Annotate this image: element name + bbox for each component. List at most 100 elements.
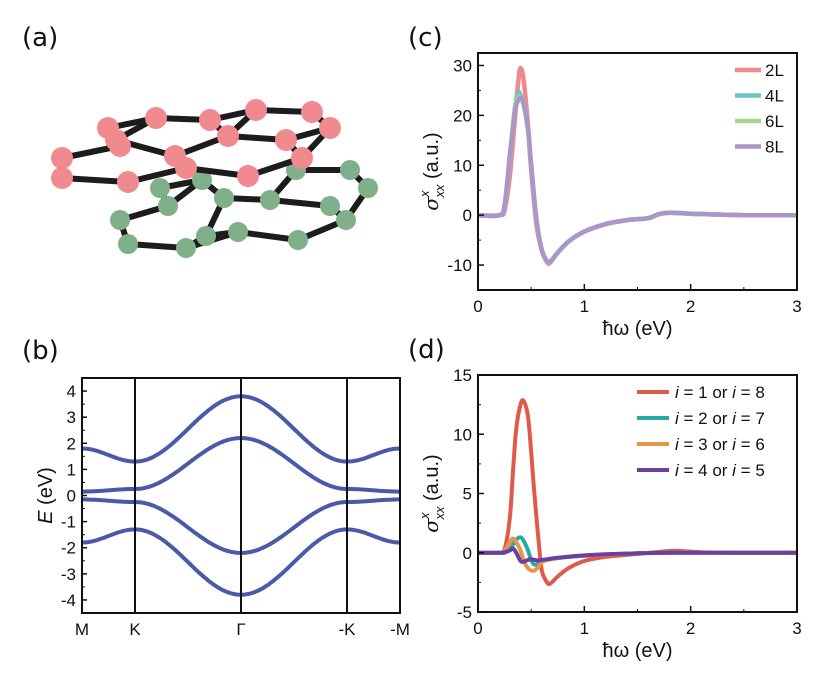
atom-green [288,230,308,250]
atom-green [158,196,178,216]
y-axis-label-unit: (a.u.) [421,132,443,184]
top-layer [51,99,341,193]
legend-label-part: = 6 [736,435,765,454]
x-tick-label: 1 [580,619,589,638]
x-tick-label: -M [390,620,410,639]
legend-label-part: = 1 or [679,383,732,402]
y-tick-label: 3 [67,408,76,427]
y-axis-label: E (eV) [35,467,57,524]
y-tick-label: -3 [61,565,76,584]
panel-label-c: (c) [408,23,443,53]
bond [267,197,333,209]
y-axis-label-unit: (eV) [35,467,57,510]
y-axis-label: σxxx (a.u.) [417,454,447,532]
panel-label-b: (b) [22,336,59,366]
atom-pink [51,147,73,169]
legend-item: 4L [735,87,784,106]
atom-pink [319,117,341,139]
atom-green [358,178,378,198]
x-tick-label: 1 [580,297,589,316]
atom-green [320,196,340,216]
y-tick-label: -4 [61,591,76,610]
atom-pink [199,109,221,131]
y-axis-label-symbol: σ [419,196,443,211]
x-tick-label: Γ [236,620,245,639]
atom-pink [245,99,267,121]
band-structure-chart: 4 3 2 1 0 -1 -2 -3 -4 M K Γ -K -M E (eV) [35,377,410,639]
y-tick-label: 0 [463,206,472,225]
atom-green [110,210,130,230]
y-tick-label: 10 [453,425,472,444]
legend-label: i = 3 or i = 6 [675,435,765,454]
x-axis-label: ħω (eV) [602,318,672,340]
atom-pink [275,129,297,151]
atom-green [150,178,170,198]
x-tick-label: 3 [792,297,801,316]
x-tick-label: 3 [792,619,801,638]
legend-label-part: i [732,461,737,480]
panel-label-a: (a) [22,23,58,53]
x-tick-label: M [75,620,89,639]
y-axis-label: σxxx (a.u.) [417,132,447,210]
legend-item: i = 4 or i = 5 [637,461,765,480]
y-tick-label: -2 [61,539,76,558]
y-tick-label: -5 [457,603,472,622]
y-tick-label: 20 [453,106,472,125]
atom-pink [51,167,73,189]
atom-green [214,188,234,208]
legend: i = 1 or i = 8i = 2 or i = 7i = 3 or i =… [637,383,765,480]
atom-green [196,226,216,246]
atom-green [260,190,280,210]
atom-pink [109,135,131,157]
y-tick-label: 1 [67,460,76,479]
legend-label-part: = 8 [736,383,765,402]
atom-green [118,234,138,254]
atom-green [176,238,196,258]
conductivity-layers-chart: 0 1 2 3 30 20 10 0 -10 ħω (eV) σxxx (a.u.) 2L 4L 6L 8L [417,52,802,340]
atom-green [228,222,248,242]
panel-label-d: (d) [408,335,445,365]
legend-label-part: i [675,461,680,480]
legend-item: 6L [735,112,784,131]
legend-item: i = 1 or i = 8 [637,383,765,402]
y-tick-label: 0 [67,487,76,506]
legend-item: i = 3 or i = 6 [637,435,765,454]
y-axis-label-symbol: E [35,510,57,524]
legend-item: i = 2 or i = 7 [637,409,765,428]
series-lines [478,65,797,267]
y-axis-label-unit: (a.u.) [421,454,443,506]
x-tick-label: -K [339,620,357,639]
y-tick-label: 0 [463,544,472,563]
x-tick-label: K [129,620,141,639]
legend-label: 6L [765,112,784,131]
atom-pink [145,107,167,129]
legend-label-part: = 3 or [679,435,732,454]
bond [235,229,301,243]
y-axis-label-subscript: xx [432,506,447,521]
y-tick-label: -10 [447,256,472,275]
atom-pink [237,165,259,187]
x-axis-label: ħω (eV) [602,640,672,662]
y-tick-label: -1 [61,513,76,532]
y-axis-label-subscript: xx [432,184,447,199]
atom-green [336,210,356,230]
series-line-4 [478,546,797,564]
legend-label-part: i [675,435,680,454]
y-axis-label-superscript: x [417,512,432,520]
series-line-4 [478,95,797,265]
series-lines [478,398,797,587]
atom-green [340,160,360,180]
legend-label-part: i [675,409,680,428]
legend-label: 4L [765,87,784,106]
legend-label: i = 1 or i = 8 [675,383,765,402]
legend-label-part: i [675,383,680,402]
legend-label-part: = 5 [736,461,765,480]
atom-pink [217,125,239,147]
x-tick-label: 0 [473,619,482,638]
atom-pink [301,101,323,123]
legend-label-part: i [732,409,737,428]
atom-pink [117,171,139,193]
legend-label-part: = 4 or [679,461,732,480]
